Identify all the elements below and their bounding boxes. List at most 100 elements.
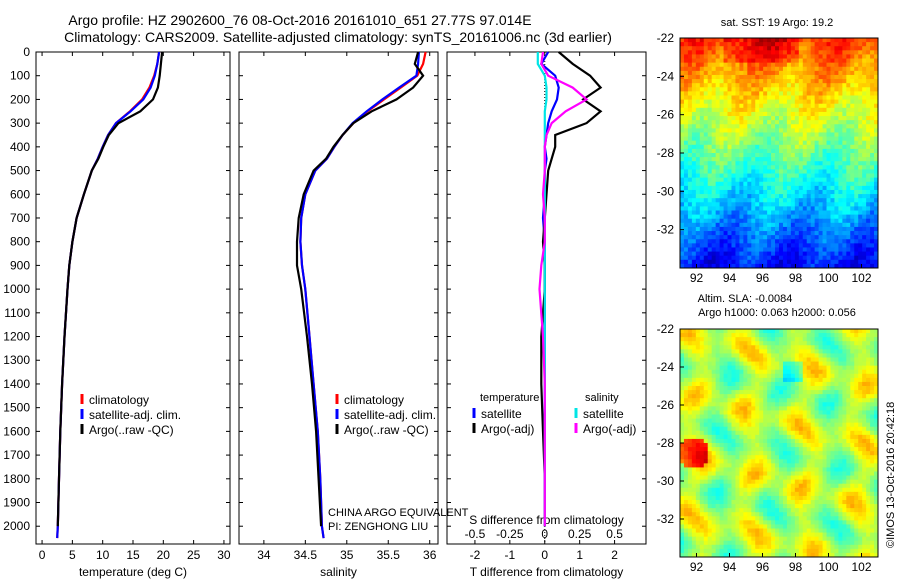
map-cell [862, 173, 867, 179]
map-cell [707, 381, 713, 387]
map-cell [703, 173, 709, 179]
map-cell [715, 459, 720, 464]
map-cell [683, 329, 689, 334]
map-cell [751, 263, 756, 269]
map-cell [779, 341, 784, 346]
map-cell [814, 414, 819, 419]
map-cell [806, 406, 812, 411]
map-cell [703, 157, 709, 162]
map-cell [826, 357, 831, 362]
map-cell [786, 443, 792, 448]
map-cell [810, 349, 816, 354]
map-cell [683, 128, 689, 133]
map-cell [790, 251, 796, 257]
map-cell [806, 426, 812, 432]
map-cell [782, 243, 788, 248]
map-cell [870, 177, 875, 183]
map-cell [703, 333, 709, 338]
map-cell [691, 95, 697, 101]
map-cell [834, 373, 839, 379]
map-cell [755, 447, 760, 452]
map-cell [680, 161, 685, 166]
map-cell [826, 434, 831, 440]
map-cell [786, 333, 792, 338]
map-cell [826, 54, 831, 59]
map-cell [763, 414, 768, 419]
map-cell [790, 46, 796, 51]
map-cell [683, 406, 689, 411]
map-cell [747, 263, 752, 269]
map-cell [739, 418, 744, 424]
map-cell [715, 173, 720, 179]
map-cell [727, 91, 732, 96]
map-cell [763, 255, 768, 261]
map-cell [850, 259, 855, 265]
map-cell [771, 103, 776, 109]
map-cell [830, 91, 835, 96]
map-cell [731, 251, 736, 257]
map-cell [874, 386, 879, 391]
map-cell [755, 226, 760, 232]
map-cell [731, 438, 736, 444]
map-cell [739, 377, 744, 383]
map-cell [854, 361, 859, 367]
map-cell [806, 140, 812, 146]
map-cell [711, 467, 717, 472]
map-cell [699, 132, 705, 137]
map-cell [775, 222, 780, 228]
map-cell [723, 390, 728, 395]
map-cell [707, 402, 713, 407]
map-cell [798, 447, 804, 452]
map-cell [818, 132, 823, 137]
x-axis-label: T difference from climatology [470, 565, 624, 579]
map-cell [707, 157, 713, 162]
map-cell [798, 120, 804, 125]
map-cell [680, 116, 685, 121]
map-cell [834, 189, 839, 195]
map-cell [830, 120, 835, 125]
map-cell [838, 377, 843, 383]
map-cell [870, 79, 875, 84]
map-cell [703, 226, 709, 232]
map-cell [798, 189, 804, 195]
map-cell [763, 475, 768, 481]
map-cell [862, 140, 867, 146]
map-cell [739, 218, 744, 224]
map-cell [798, 157, 804, 162]
map-cell [771, 144, 776, 150]
legend-label: Argo(..raw -QC) [89, 423, 174, 437]
map-cell [767, 91, 772, 96]
map-cell [826, 406, 831, 411]
map-cell [683, 120, 689, 125]
map-cell [854, 161, 859, 166]
y-tick-label: 1800 [3, 472, 30, 486]
map-cell [866, 189, 871, 195]
map-cell [814, 165, 819, 170]
map-cell [735, 99, 740, 105]
map-cell [854, 210, 859, 216]
map-cell [862, 210, 867, 216]
map-cell [751, 430, 756, 436]
map-cell [739, 83, 744, 88]
map-cell [782, 369, 788, 375]
map-cell [763, 418, 768, 424]
map-cell [790, 54, 796, 59]
map-cell [866, 169, 871, 174]
map-cell [683, 349, 689, 354]
map-cell [842, 451, 847, 456]
map-cell [830, 422, 835, 428]
map-cell [755, 349, 760, 354]
map-cell [695, 345, 701, 350]
map-cell [858, 263, 863, 269]
map-cell [814, 386, 819, 391]
map-cell [767, 177, 772, 183]
map-cell [806, 79, 812, 84]
map-cell [866, 66, 871, 72]
map-cell [862, 206, 867, 211]
map-cell [683, 333, 689, 338]
map-cell [683, 353, 689, 358]
map-cell [830, 42, 835, 47]
map-cell [802, 414, 808, 419]
map-cell [680, 58, 685, 64]
map-cell [866, 87, 871, 92]
